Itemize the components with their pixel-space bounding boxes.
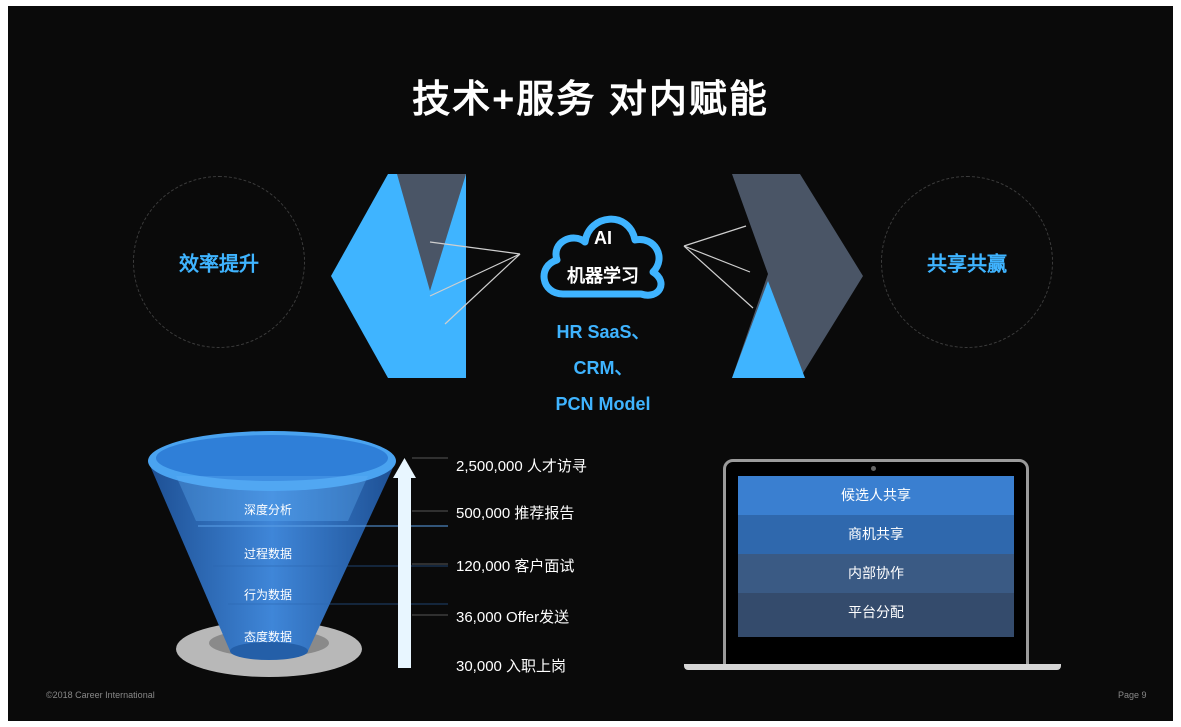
left-circle: 效率提升: [133, 176, 305, 348]
screen-row-3: 内部协作: [738, 554, 1014, 593]
funnel-layer-4: 态度数据: [243, 630, 292, 644]
left-circle-label: 效率提升: [179, 253, 259, 276]
laptop-screen: 候选人共享 商机共享 内部协作 平台分配: [738, 476, 1014, 651]
footer-page-number: Page 9: [1118, 690, 1147, 700]
metric-onboard: 30,000 入职上岗: [456, 658, 567, 675]
slide: 技术+服务 对内赋能 效率提升 共享共赢 AI 机器学习 HR: [8, 6, 1173, 721]
metric-offers: 36,000 Offer发送: [456, 609, 570, 626]
connector-lines: [429, 225, 754, 325]
funnel-layer-3: 行为数据: [243, 588, 292, 602]
right-circle-label: 共享共赢: [927, 253, 1007, 276]
cloud-line1: AI: [594, 228, 612, 248]
chevron-graphic: [331, 174, 863, 378]
right-chevron: [732, 174, 863, 378]
screen-row-4: 平台分配: [738, 593, 1014, 637]
metric-reports: 500,000 推荐报告: [456, 505, 575, 522]
screen-row-1: 候选人共享: [738, 476, 1014, 515]
slide-title: 技术+服务 对内赋能: [412, 79, 769, 121]
funnel-graphic: [148, 431, 448, 677]
platform-item: CRM、: [573, 358, 633, 378]
funnel-layer-1: 深度分析: [243, 503, 292, 517]
platform-list: HR SaaS、 CRM、 PCN Model: [508, 314, 698, 422]
laptop-camera: [871, 466, 876, 471]
laptop-base: [684, 664, 1061, 670]
right-circle: 共享共赢: [881, 176, 1053, 348]
screen-row-2: 商机共享: [738, 515, 1014, 554]
left-chevron: [331, 174, 466, 378]
cloud-icon: [540, 215, 665, 299]
cloud-line2: 机器学习: [567, 266, 639, 286]
metric-visits: 2,500,000 人才访寻: [456, 458, 587, 475]
funnel-layer-2: 过程数据: [243, 547, 292, 561]
footer-copyright: ©2018 Career International: [46, 690, 155, 700]
laptop-icon: 候选人共享 商机共享 内部协作 平台分配: [723, 459, 1029, 667]
platform-item: PCN Model: [555, 394, 651, 414]
platform-item: HR SaaS、: [556, 322, 650, 342]
metric-interviews: 120,000 客户面试: [456, 558, 575, 575]
